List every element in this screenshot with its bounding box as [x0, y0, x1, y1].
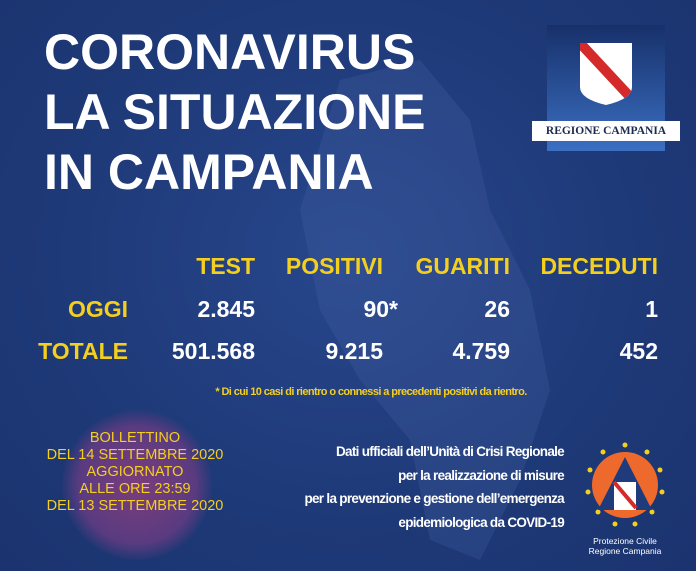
bulletin-info: BOLLETTINO DEL 14 SETTEMBRE 2020 AGGIORN… — [20, 430, 250, 515]
credits: Dati ufficiali dell’Unità di Crisi Regio… — [304, 440, 564, 534]
header-deceduti: DECEDUTI — [540, 253, 658, 279]
cell-value: 9.215 — [325, 338, 383, 364]
bulletin-line: AGGIORNATO — [86, 464, 184, 480]
regione-campania-logo: REGIONE CAMPANIA — [532, 25, 680, 151]
page-title: CORONAVIRUS LA SITUAZIONE IN CAMPANIA — [44, 22, 425, 202]
credits-line: per la prevenzione e gestione dell’emerg… — [304, 491, 564, 506]
bulletin-line: ALLE ORE 23:59 — [79, 481, 191, 497]
row-label-totale: TOTALE — [38, 338, 128, 364]
cell-value: 4.759 — [452, 338, 510, 364]
cell-value: 501.568 — [171, 338, 255, 364]
cell-value: 26 — [484, 296, 510, 322]
bulletin-line: DEL 13 SETTEMBRE 2020 — [46, 498, 224, 514]
bulletin-line: DEL 14 SETTEMBRE 2020 — [46, 447, 224, 463]
shield-icon — [580, 43, 632, 105]
header-positivi: POSITIVI — [285, 253, 383, 279]
row-label-oggi: OGGI — [67, 296, 128, 322]
bulletin-line: BOLLETTINO — [89, 430, 181, 446]
protezione-civile-emblem-icon — [585, 442, 665, 527]
cell-value: 452 — [619, 338, 658, 364]
logo-label: REGIONE CAMPANIA — [532, 121, 680, 141]
credits-line: Dati ufficiali dell’Unità di Crisi Regio… — [336, 444, 565, 459]
footnote: * Di cui 10 casi di rientro o connessi a… — [215, 386, 527, 398]
protezione-line: Protezione Civile — [593, 536, 657, 546]
protezione-line: Regione Campania — [588, 546, 662, 556]
cell-value: 90* — [363, 296, 398, 322]
protezione-civile-logo: Protezione Civile Regione Campania — [580, 440, 670, 560]
protezione-label: Protezione Civile Regione Campania — [575, 536, 675, 556]
cell-value: 1 — [645, 296, 658, 322]
credits-line: per la realizzazione di misure — [398, 467, 565, 483]
header-guariti: GUARITI — [415, 253, 510, 279]
title-line: CORONAVIRUS — [44, 24, 416, 80]
cell-value: 2.845 — [197, 296, 255, 322]
virus-icon — [62, 410, 212, 560]
campania-map-silhouette — [300, 60, 550, 560]
header-test: TEST — [196, 253, 255, 279]
title-line: LA SITUAZIONE — [44, 84, 426, 140]
credits-line: epidemiologica da COVID-19 — [398, 514, 564, 530]
title-line: IN CAMPANIA — [44, 144, 374, 200]
